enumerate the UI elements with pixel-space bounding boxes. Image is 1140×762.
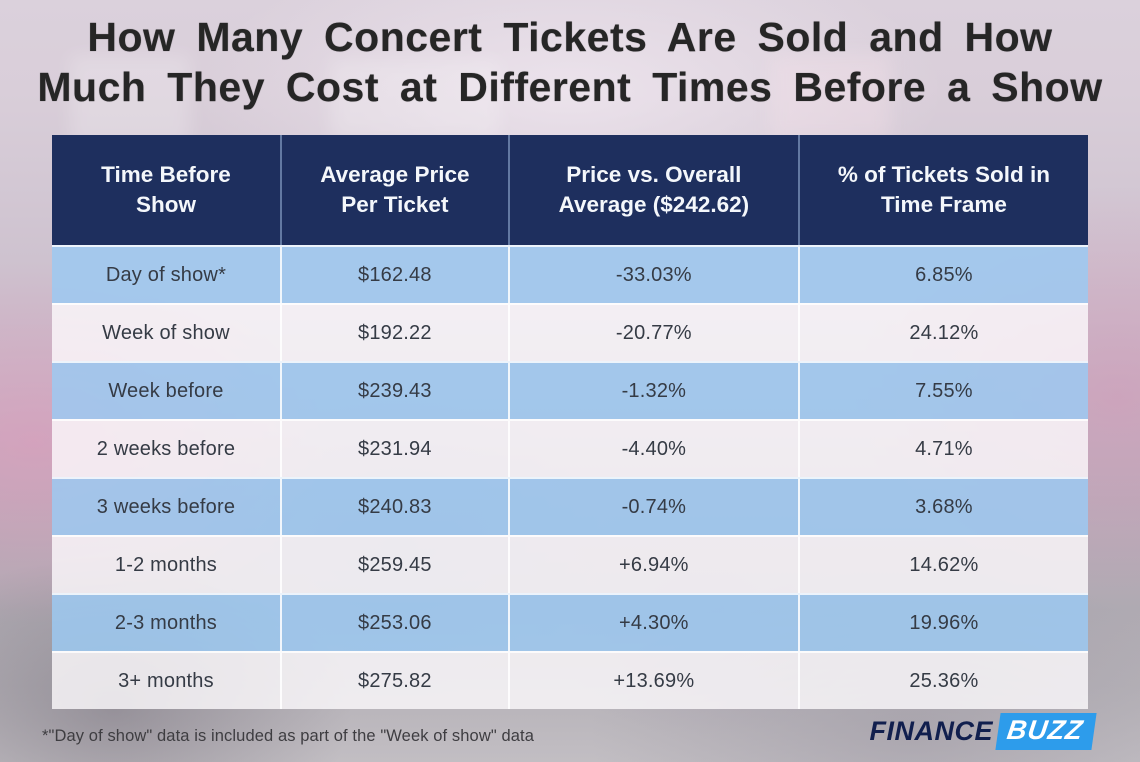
cell-time: Week before: [108, 379, 224, 402]
cell-vs-overall: -1.32%: [507, 363, 798, 419]
table-row: 2 weeks before $231.94 -4.40% 4.71%: [52, 419, 1088, 477]
column-header-price-vs-average: Price vs. Overall Average ($242.62): [507, 135, 798, 245]
table-row: 2-3 months $253.06 +4.30% 19.96%: [52, 593, 1088, 651]
cell-time: 3 weeks before: [96, 495, 236, 518]
cell-pct-sold: 6.85%: [797, 247, 1088, 303]
ticket-data-table: Time Before Show Average Price Per Ticke…: [52, 135, 1088, 709]
cell-time: 2 weeks before: [96, 437, 236, 460]
cell-time: Week of show: [102, 321, 230, 344]
table-row: 3 weeks before $240.83 -0.74% 3.68%: [52, 477, 1088, 535]
financebuzz-logo-finance-text: FINANCE: [869, 716, 994, 746]
cell-pct-sold: 25.36%: [797, 653, 1088, 709]
cell-vs-overall: +4.30%: [507, 595, 798, 651]
cell-time: 2-3 months: [114, 611, 217, 634]
cell-avg-price: $239.43: [279, 363, 508, 419]
cell-pct-sold: 7.55%: [797, 363, 1088, 419]
cell-avg-price: $259.45: [279, 537, 508, 593]
cell-pct-sold: 4.71%: [797, 421, 1088, 477]
cell-vs-overall: +6.94%: [507, 537, 798, 593]
financebuzz-logo: FINANCE BUZZ: [869, 713, 1097, 750]
title-line-1: How Many Concert Tickets Are Sold and Ho…: [87, 14, 1053, 60]
cell-pct-sold: 19.96%: [797, 595, 1088, 651]
column-header-average-price: Average Price Per Ticket: [279, 135, 508, 245]
cell-time: 3+ months: [118, 669, 214, 692]
cell-avg-price: $192.22: [279, 305, 508, 361]
cell-vs-overall: -4.40%: [507, 421, 798, 477]
table-row: Week before $239.43 -1.32% 7.55%: [52, 361, 1088, 419]
background-stage-screen: [330, 60, 500, 140]
cell-time: Day of show*: [105, 263, 227, 286]
table-row: 3+ months $275.82 +13.69% 25.36%: [52, 651, 1088, 709]
table-row: Day of show* $162.48 -33.03% 6.85%: [52, 245, 1088, 303]
background-stage-screen: [70, 55, 190, 145]
cell-vs-overall: +13.69%: [507, 653, 798, 709]
financebuzz-logo-buzz-badge: BUZZ: [995, 713, 1097, 750]
cell-avg-price: $231.94: [279, 421, 508, 477]
financebuzz-logo-buzz-text: BUZZ: [1005, 715, 1086, 745]
footnote: *"Day of show" data is included as part …: [42, 727, 534, 745]
cell-avg-price: $275.82: [279, 653, 508, 709]
table-header-row: Time Before Show Average Price Per Ticke…: [52, 135, 1088, 245]
cell-vs-overall: -0.74%: [507, 479, 798, 535]
cell-pct-sold: 3.68%: [797, 479, 1088, 535]
table-row: Week of show $192.22 -20.77% 24.12%: [52, 303, 1088, 361]
cell-vs-overall: -20.77%: [507, 305, 798, 361]
title-line-2: Much They Cost at Different Times Before…: [37, 64, 1103, 111]
cell-time: 1-2 months: [114, 553, 217, 576]
cell-avg-price: $240.83: [279, 479, 508, 535]
cell-pct-sold: 14.62%: [797, 537, 1088, 593]
cell-avg-price: $253.06: [279, 595, 508, 651]
background-stage-screen: [770, 55, 890, 140]
column-header-pct-tickets-sold: % of Tickets Sold in Time Frame: [797, 135, 1088, 245]
cell-pct-sold: 24.12%: [797, 305, 1088, 361]
table-row: 1-2 months $259.45 +6.94% 14.62%: [52, 535, 1088, 593]
cell-avg-price: $162.48: [279, 247, 508, 303]
column-header-time-before-show: Time Before Show: [101, 161, 231, 217]
infographic-title: How Many Concert Tickets Are Sold and Ho…: [0, 12, 1140, 112]
cell-vs-overall: -33.03%: [507, 247, 798, 303]
